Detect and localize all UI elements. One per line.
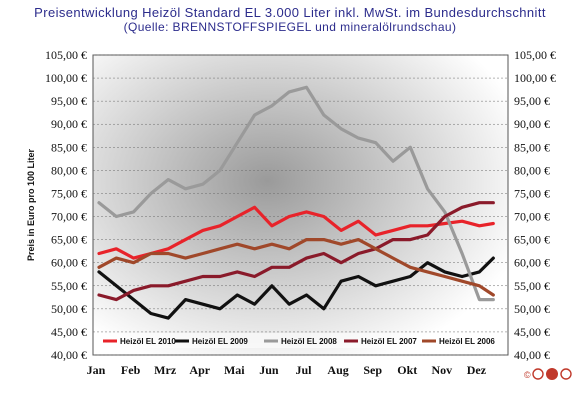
series-line: [97, 201, 495, 302]
series-line: [97, 256, 495, 320]
legend-label: Heizöl EL 2009: [192, 337, 248, 346]
legend: Heizöl EL 2010 Heizöl EL 2009 Heizöl EL 20…: [96, 333, 505, 348]
x-axis: Jan Feb Mrz Apr Mai Jun Jul Aug Sep Okt Nov Dez: [87, 363, 487, 377]
y-tick-label-left: 70,00 €: [51, 210, 87, 224]
x-tick-label: Jun: [259, 363, 279, 377]
x-tick-label: Okt: [397, 363, 417, 377]
copyright-mark: ©: [524, 370, 531, 380]
publisher-logo: ©: [524, 368, 572, 380]
y-tick-label-left: 50,00 €: [51, 302, 87, 316]
chart-subtitle: (Quelle: BRENNSTOFFSPIEGEL und mineralöl…: [124, 20, 457, 34]
series-line: [97, 238, 495, 297]
y-axis-right: 40,00 € 45,00 € 50,00 € 55,00 € 60,00 € 65,00…: [514, 48, 556, 362]
y-tick-label-right: 50,00 €: [514, 302, 550, 316]
y-tick-label-left: 65,00 €: [51, 233, 87, 247]
x-tick-label: Jul: [295, 363, 312, 377]
y-tick-label-left: 105,00 €: [45, 48, 87, 62]
series-line: [97, 85, 495, 302]
x-tick-label: Apr: [189, 363, 210, 377]
series-line: [97, 205, 495, 260]
x-tick-label: Nov: [431, 363, 452, 377]
y-tick-label-right: 75,00 €: [514, 186, 550, 200]
y-tick-label-left: 45,00 €: [51, 325, 87, 339]
legend-label: Heizöl EL 2007: [361, 337, 417, 346]
series-lines: [97, 85, 495, 320]
y-tick-label-right: 55,00 €: [514, 279, 550, 293]
y-tick-label-right: 70,00 €: [514, 210, 550, 224]
y-tick-label-right: 95,00 €: [514, 94, 550, 108]
x-tick-label: Sep: [363, 363, 382, 377]
legend-label: Heizöl EL 2006: [439, 337, 495, 346]
x-tick-label: Aug: [327, 363, 348, 377]
y-tick-label-left: 100,00 €: [45, 71, 87, 85]
y-tick-label-right: 105,00 €: [514, 48, 556, 62]
legend-label: Heizöl EL 2010: [120, 337, 176, 346]
chart-title: Preisentwicklung Heizöl Standard EL 3.00…: [34, 5, 546, 20]
y-tick-label-left: 80,00 €: [51, 163, 87, 177]
plot-area: [92, 54, 509, 356]
plot-background: [92, 54, 509, 356]
y-tick-label-right: 90,00 €: [514, 117, 550, 131]
legend-label: Heizöl EL 2008: [281, 337, 337, 346]
y-tick-label-right: 85,00 €: [514, 140, 550, 154]
y-axis-left: 40,00 € 45,00 € 50,00 € 55,00 € 60,00 € 65,00…: [45, 48, 87, 362]
y-tick-label-left: 60,00 €: [51, 256, 87, 270]
x-tick-label: Jan: [87, 363, 106, 377]
legend-box: [96, 333, 505, 348]
y-tick-label-right: 100,00 €: [514, 71, 556, 85]
y-tick-label-left: 40,00 €: [51, 348, 87, 362]
y-tick-label-left: 85,00 €: [51, 140, 87, 154]
y-tick-label-right: 65,00 €: [514, 233, 550, 247]
y-axis-label: Preis in Euro pro 100 Liter: [26, 148, 36, 261]
x-tick-label: Dez: [467, 363, 487, 377]
y-tick-label-right: 45,00 €: [514, 325, 550, 339]
y-tick-label-right: 80,00 €: [514, 163, 550, 177]
y-tick-label-left: 55,00 €: [51, 279, 87, 293]
x-tick-label: Mrz: [154, 363, 177, 377]
y-tick-label-left: 90,00 €: [51, 117, 87, 131]
x-tick-label: Mai: [224, 363, 245, 377]
x-tick-label: Feb: [121, 363, 141, 377]
y-tick-label-left: 75,00 €: [51, 186, 87, 200]
y-tick-label-right: 60,00 €: [514, 256, 550, 270]
y-tick-label-left: 95,00 €: [51, 94, 87, 108]
y-tick-label-right: 40,00 €: [514, 348, 550, 362]
